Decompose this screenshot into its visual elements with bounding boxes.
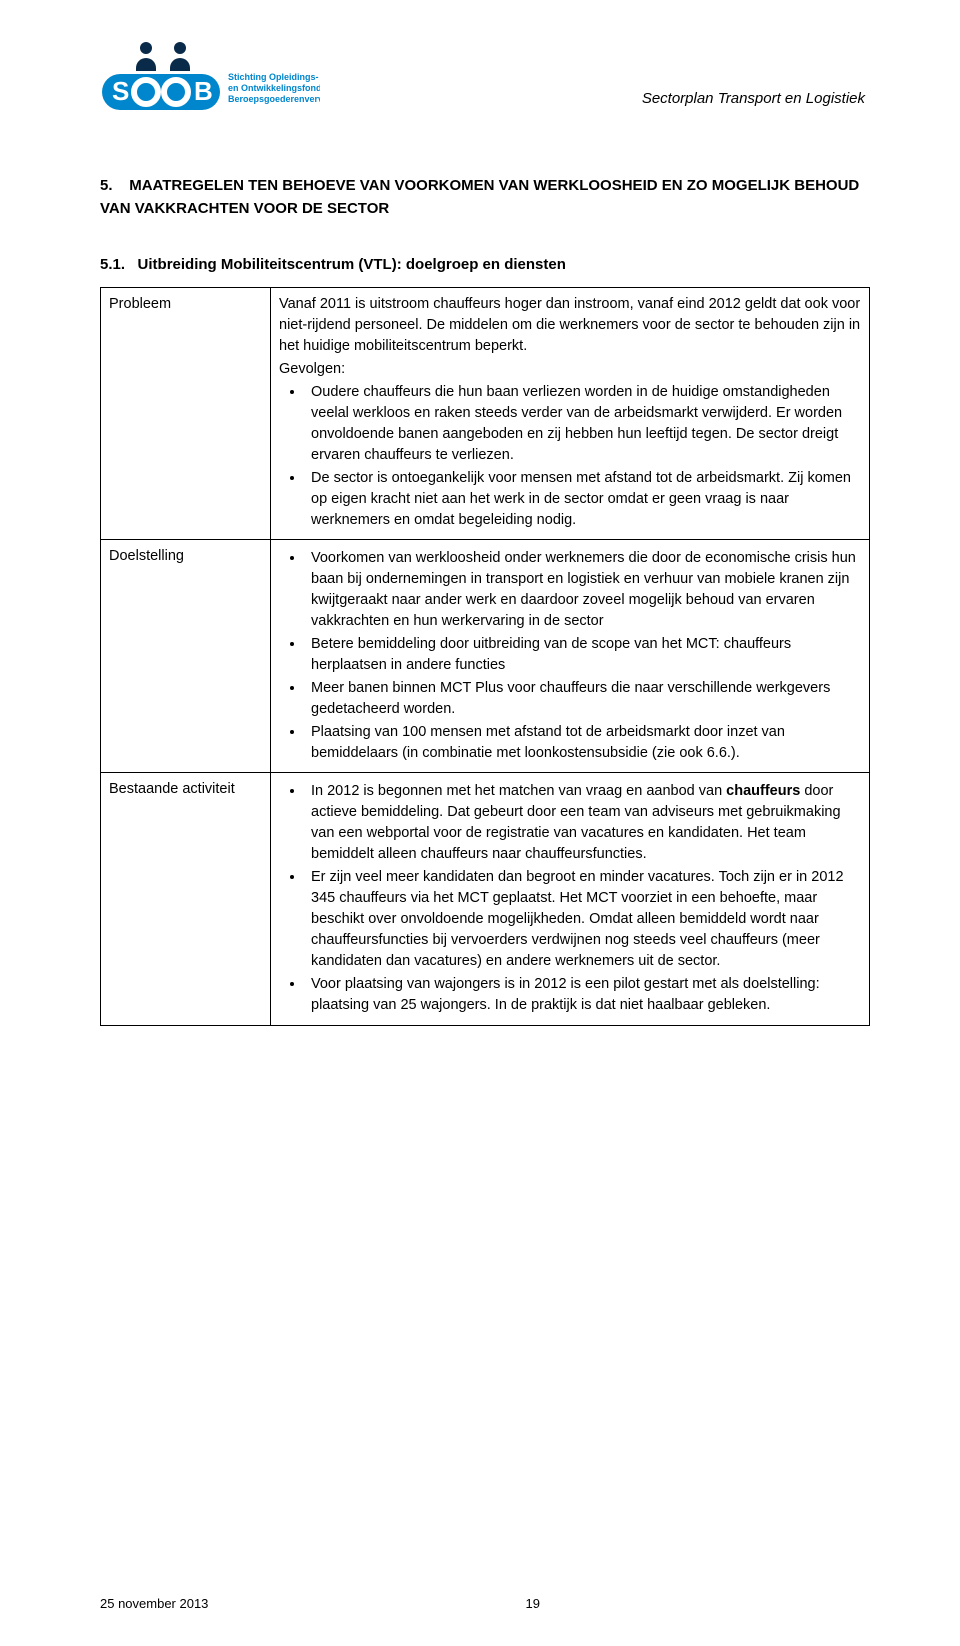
list-item: Voor plaatsing van wajongers is in 2012 …	[305, 974, 861, 1016]
logo-tagline-1: Stichting Opleidings-	[228, 72, 319, 82]
section-heading: 5. MAATREGELEN TEN BEHOEVE VAN VOORKOMEN…	[100, 175, 870, 220]
list-item: Er zijn veel meer kandidaten dan begroot…	[305, 867, 861, 972]
page: S B Stichting Opleidings- en Ontwikkelin…	[0, 0, 960, 1646]
subsection-title: Uitbreiding Mobiliteitscentrum (VTL): do…	[138, 256, 566, 273]
row-label-bestaande: Bestaande activiteit	[101, 773, 271, 1025]
subsection-heading: 5.1. Uitbreiding Mobiliteitscentrum (VTL…	[100, 256, 870, 273]
page-footer: 25 november 2013 19	[100, 1596, 870, 1611]
logo-block: S B Stichting Opleidings- en Ontwikkelin…	[100, 40, 320, 115]
footer-date: 25 november 2013	[100, 1596, 208, 1611]
svg-text:S: S	[112, 76, 129, 106]
table-row: Probleem Vanaf 2011 is uitstroom chauffe…	[101, 288, 870, 540]
page-header: S B Stichting Opleidings- en Ontwikkelin…	[100, 40, 870, 115]
gevolgen-label: Gevolgen:	[279, 359, 861, 380]
row-content-probleem: Vanaf 2011 is uitstroom chauffeurs hoger…	[271, 288, 870, 540]
svg-text:B: B	[194, 76, 213, 106]
list-item: Voorkomen van werkloosheid onder werknem…	[305, 548, 861, 632]
list-item: De sector is ontoegankelijk voor mensen …	[305, 468, 861, 531]
section-number: 5.	[100, 177, 113, 194]
list-item: Meer banen binnen MCT Plus voor chauffeu…	[305, 678, 861, 720]
soob-logo: S B Stichting Opleidings- en Ontwikkelin…	[100, 40, 320, 115]
list-item: In 2012 is begonnen met het matchen van …	[305, 781, 861, 865]
logo-tagline-2: en Ontwikkelingsfonds	[228, 83, 320, 93]
row-label-doelstelling: Doelstelling	[101, 540, 271, 773]
doc-title: Sectorplan Transport en Logistiek	[642, 40, 870, 107]
content-table: Probleem Vanaf 2011 is uitstroom chauffe…	[100, 287, 870, 1026]
list-item: Betere bemiddeling door uitbreiding van …	[305, 634, 861, 676]
probleem-intro: Vanaf 2011 is uitstroom chauffeurs hoger…	[279, 294, 861, 357]
row-content-bestaande: In 2012 is begonnen met het matchen van …	[271, 773, 870, 1025]
row-label-probleem: Probleem	[101, 288, 271, 540]
table-row: Doelstelling Voorkomen van werkloosheid …	[101, 540, 870, 773]
probleem-bullets: Oudere chauffeurs die hun baan verliezen…	[279, 382, 861, 531]
subsection-number: 5.1.	[100, 256, 125, 273]
section-title: MAATREGELEN TEN BEHOEVE VAN VOORKOMEN VA…	[100, 177, 859, 217]
list-item: Plaatsing van 100 mensen met afstand tot…	[305, 722, 861, 764]
list-item: Oudere chauffeurs die hun baan verliezen…	[305, 382, 861, 466]
doelstelling-bullets: Voorkomen van werkloosheid onder werknem…	[279, 548, 861, 764]
footer-page-number: 19	[526, 1596, 870, 1611]
logo-tagline-3: Beroepsgoederenvervoer	[228, 94, 320, 104]
table-row: Bestaande activiteit In 2012 is begonnen…	[101, 773, 870, 1025]
bestaande-bullets: In 2012 is begonnen met het matchen van …	[279, 781, 861, 1016]
row-content-doelstelling: Voorkomen van werkloosheid onder werknem…	[271, 540, 870, 773]
